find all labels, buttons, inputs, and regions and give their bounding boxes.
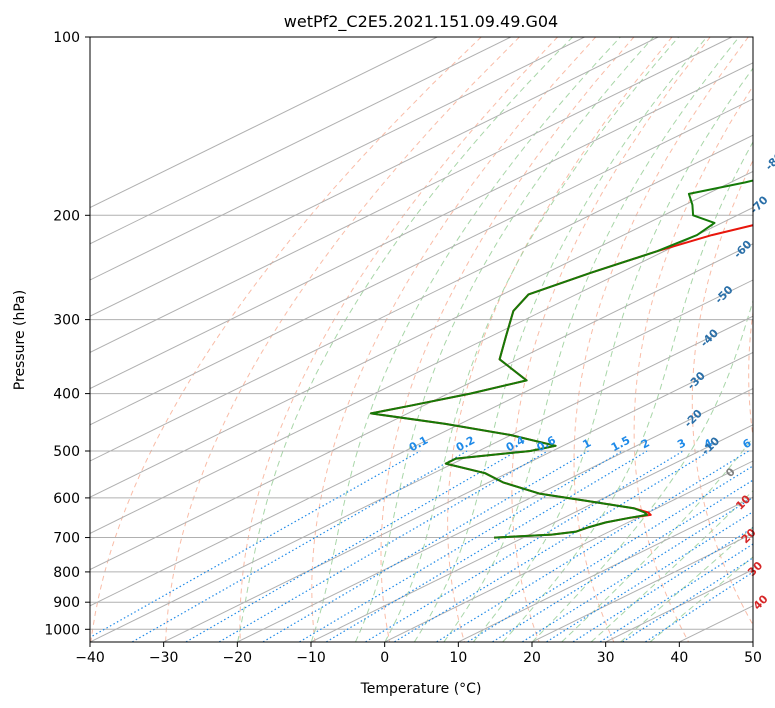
mixing-ratio-line bbox=[394, 450, 711, 642]
y-tick-label: 700 bbox=[53, 531, 80, 547]
isotherm-line bbox=[531, 532, 753, 642]
isotherm-line bbox=[90, 134, 753, 462]
x-axis-label: Temperature (°C) bbox=[360, 681, 482, 697]
y-tick-label: 900 bbox=[53, 595, 80, 611]
mixing-ratio-line bbox=[492, 479, 753, 642]
mixing-ratio-line bbox=[218, 450, 549, 642]
moist-adiabat-line bbox=[531, 299, 753, 642]
dewpoint-profile-line bbox=[370, 179, 753, 539]
mixing-ratio-line bbox=[436, 450, 749, 642]
y-tick-label: 800 bbox=[53, 565, 80, 581]
isotherm-line bbox=[90, 37, 733, 353]
isotherm-line bbox=[310, 424, 753, 642]
moist-adiabat-line bbox=[502, 140, 753, 642]
moist-adiabat-line bbox=[384, 37, 679, 642]
mixing-ratio-line bbox=[365, 450, 684, 642]
x-tick-label: −20 bbox=[223, 650, 253, 666]
isotherm-line bbox=[90, 98, 753, 426]
isotherm-line bbox=[90, 315, 753, 642]
dry-adiabat-line bbox=[511, 37, 711, 642]
isotherm-line bbox=[90, 243, 753, 571]
isotherm-line bbox=[384, 460, 753, 642]
y-tick-label: 1000 bbox=[44, 622, 80, 638]
moist-adiabat-line bbox=[443, 37, 740, 642]
y-tick-label: 200 bbox=[53, 208, 80, 224]
isotherm-line bbox=[163, 351, 753, 642]
y-tick-label: 400 bbox=[53, 387, 80, 403]
plot-frame bbox=[89, 36, 754, 643]
chart-title: wetPf2_C2E5.2021.151.09.49.G04 bbox=[284, 12, 558, 32]
x-tick-label: −10 bbox=[296, 650, 326, 666]
x-tick-label: −30 bbox=[149, 650, 179, 666]
y-tick-label: 600 bbox=[53, 491, 80, 507]
moist-adiabat-line bbox=[620, 526, 753, 642]
x-tick-label: 20 bbox=[523, 650, 541, 666]
mixing-ratio-line bbox=[467, 465, 753, 642]
mixing-ratio-line bbox=[262, 450, 589, 642]
dry-adiabat-line bbox=[691, 159, 753, 626]
x-tick-label: 30 bbox=[597, 650, 615, 666]
mixing-ratio-line bbox=[132, 450, 468, 642]
y-tick-label: 500 bbox=[53, 444, 80, 460]
isotherm-line bbox=[458, 496, 753, 642]
moist-adiabat-line bbox=[355, 37, 654, 642]
y-tick-label: 300 bbox=[53, 313, 80, 329]
x-tick-label: −40 bbox=[75, 650, 105, 666]
isotherm-line bbox=[90, 207, 753, 534]
isotherm-line bbox=[90, 37, 512, 245]
moist-adiabat-line bbox=[590, 489, 753, 642]
x-tick-label: 40 bbox=[670, 650, 688, 666]
x-tick-label: 10 bbox=[449, 650, 467, 666]
dry-adiabat-line bbox=[380, 37, 635, 642]
isotherm-line bbox=[90, 37, 438, 209]
moist-adiabat-line bbox=[561, 436, 753, 642]
mixing-ratio-line bbox=[90, 450, 421, 639]
x-tick-label: 50 bbox=[744, 650, 762, 666]
isotherm-line bbox=[237, 388, 753, 642]
moist-adiabat-line bbox=[237, 37, 573, 642]
x-tick-label: 0 bbox=[380, 650, 389, 666]
moist-adiabat-line bbox=[413, 37, 708, 642]
isotherm-line bbox=[90, 62, 753, 390]
sounding-lines bbox=[370, 179, 753, 539]
isotherm-line bbox=[90, 279, 753, 607]
isotherm-line bbox=[90, 37, 659, 317]
background-lines bbox=[90, 37, 753, 642]
isotherm-line bbox=[90, 170, 753, 498]
isotherm-line bbox=[90, 37, 585, 281]
mixing-ratio-line bbox=[299, 450, 623, 642]
y-tick-label: 100 bbox=[53, 30, 80, 46]
axis-ticks: −40 −30 −20 −10 0 10 20 30 40 50 100 200 300 400 500 60… bbox=[44, 30, 762, 666]
y-axis-label: Pressure (hPa) bbox=[12, 290, 28, 390]
mixing-ratio-line bbox=[599, 543, 753, 642]
